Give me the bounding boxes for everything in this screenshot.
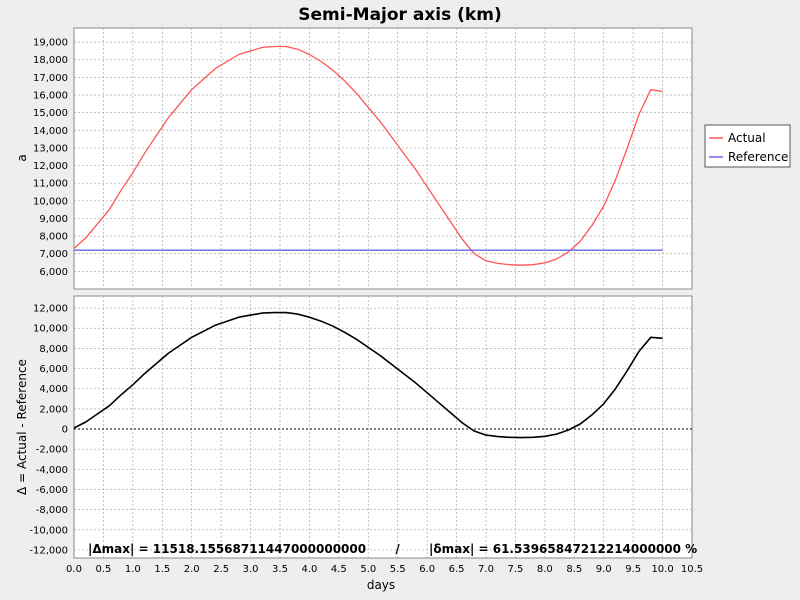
x-tick-16: 8.0 [537,564,553,575]
x-tick-15: 7.5 [507,564,523,575]
bottom-y-tick-0: 12,000 [33,304,68,315]
top-y-tick-1: 7,000 [39,249,68,260]
bottom-y-tick-12: -12,000 [29,545,68,556]
x-tick-10: 5.0 [360,564,376,575]
top-y-tick-labels: 6,000 7,000 8,000 9,000 10,000 11,000 12,000 13… [33,38,68,278]
bottom-y-tick-4: 4,000 [39,384,68,395]
x-tick-20: 10.0 [651,564,673,575]
x-tick-5: 2.5 [213,564,229,575]
x-tick-14: 7.0 [478,564,494,575]
top-y-tick-8: 14,000 [33,126,68,137]
x-tick-17: 8.5 [566,564,582,575]
bottom-y-tick-1: 10,000 [33,324,68,335]
top-y-tick-2: 8,000 [39,232,68,243]
legend-box [704,124,791,168]
x-axis-label: days [367,578,395,592]
x-tick-0: 0.0 [66,564,82,575]
x-tick-1: 0.5 [95,564,111,575]
top-y-tick-6: 12,000 [33,161,68,172]
bottom-y-tick-8: -4,000 [36,465,68,476]
top-series-actual [73,45,663,266]
top-y-tick-11: 17,000 [33,73,68,84]
bottom-y-tick-labels: 12,000 10,000 8,000 6,000 4,000 2,000 0 -2,000 -… [29,304,68,557]
x-tick-18: 9.0 [596,564,612,575]
x-tick-9: 4.5 [331,564,347,575]
x-tick-11: 5.5 [390,564,406,575]
bottom-plot-area [73,295,693,559]
x-tick-12: 6.0 [419,564,435,575]
top-y-tick-3: 9,000 [39,214,68,225]
top-y-tick-12: 18,000 [33,55,68,66]
top-plot-area [73,27,693,290]
top-grid [74,28,692,289]
top-y-tick-13: 19,000 [33,38,68,49]
bottom-y-axis-label: Δ = Actual - Reference [15,359,29,495]
x-tick-3: 1.5 [154,564,170,575]
top-y-tick-0: 6,000 [39,267,68,278]
x-tick-labels: 0.0 0.5 1.0 1.5 2.0 2.5 3.0 3.5 4.0 4.5 5.0 5.5 6.0 6… [66,564,703,575]
bottom-grid [74,296,692,558]
x-tick-2: 1.0 [125,564,141,575]
top-y-tick-9: 15,000 [33,108,68,119]
top-y-tick-4: 10,000 [33,196,68,207]
bottom-y-tick-11: -10,000 [29,525,68,536]
x-tick-19: 9.5 [625,564,641,575]
bottom-y-tick-9: -6,000 [36,485,68,496]
top-y-tick-5: 11,000 [33,179,68,190]
x-tick-4: 2.0 [184,564,200,575]
delta-max-annotation: |Δmax| = 11518.15568711447000000000 / |δ… [88,542,697,556]
bottom-y-tick-10: -8,000 [36,505,68,516]
x-tick-8: 4.0 [301,564,317,575]
bottom-y-tick-7: -2,000 [36,445,68,456]
bottom-series-group [73,311,663,439]
bottom-series-delta [73,311,663,439]
bottom-y-tick-3: 6,000 [39,364,68,375]
bottom-y-tick-2: 8,000 [39,344,68,355]
legend-label-actual: Actual [728,131,766,145]
chart-title: Semi-Major axis (km) [298,5,501,25]
x-tick-7: 3.5 [272,564,288,575]
x-tick-21: 10.5 [681,564,703,575]
legend: Actual Reference [704,124,791,168]
top-series-group [73,45,663,266]
top-y-tick-10: 16,000 [33,91,68,102]
top-y-tick-7: 13,000 [33,143,68,154]
bottom-y-tick-5: 2,000 [39,404,68,415]
x-tick-6: 3.0 [243,564,259,575]
legend-label-reference: Reference [728,150,788,164]
bottom-y-tick-6: 0 [62,425,68,436]
top-y-axis-label: a [15,154,29,161]
x-tick-13: 6.5 [449,564,465,575]
